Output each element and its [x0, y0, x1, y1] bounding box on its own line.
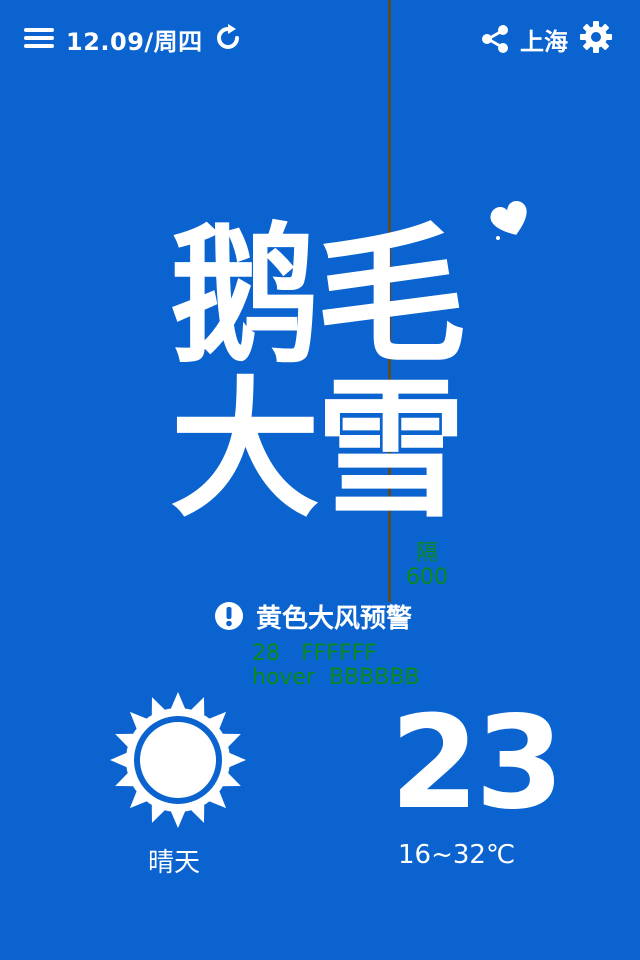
city-selector[interactable]: 上海: [520, 28, 568, 56]
sun-icon: [110, 692, 246, 828]
refresh-icon[interactable]: [214, 24, 242, 52]
gear-icon[interactable]: [578, 19, 614, 55]
weather-warning[interactable]: 黄色大风预警: [214, 598, 412, 634]
share-icon[interactable]: [480, 24, 510, 54]
heart-icon: [490, 201, 527, 240]
weather-title-line-2: 大雪: [170, 364, 466, 538]
top-bar: 12.09/周四 上海: [0, 0, 640, 78]
weather-condition: 晴天: [148, 848, 201, 878]
current-temperature: 23: [390, 689, 564, 838]
warning-text: 黄色大风预警: [256, 603, 413, 634]
menu-icon[interactable]: [24, 26, 56, 50]
spacing-annotation: 隔 600: [406, 541, 448, 590]
guide-line: [388, 0, 391, 602]
date-label: 12.09/周四: [66, 28, 203, 56]
temperature-range: 16~32℃: [398, 840, 516, 870]
style-annotation: 28 FFFFFF hover BBBBBB: [252, 641, 420, 690]
weather-title-line-1: 鹅毛: [170, 210, 466, 384]
alert-icon: [215, 602, 243, 630]
